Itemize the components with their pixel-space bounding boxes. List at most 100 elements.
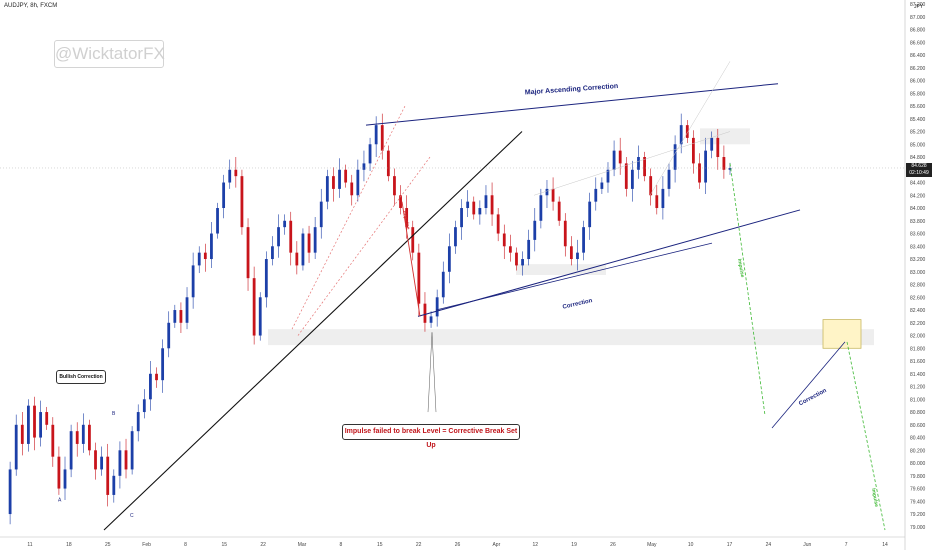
time-axis[interactable]: 11 18 25 Feb 8 15 22 Mar 8 15 22 26 Apr 12 19 26 May 10 17…: [27, 542, 888, 548]
candle-body: [393, 176, 396, 196]
correction-mid-label: Correction: [562, 298, 593, 311]
candle-body: [319, 201, 323, 228]
candle-body: [228, 169, 232, 183]
candle-body: [277, 227, 280, 247]
candle-body: [45, 412, 49, 425]
candle-body: [606, 169, 610, 183]
candle-body: [325, 176, 329, 202]
price-tick-label: 80.800: [910, 410, 926, 416]
time-tick-label: 18: [66, 542, 72, 548]
candle-body: [88, 424, 91, 451]
candle-body: [197, 252, 201, 266]
candle-body: [490, 195, 494, 215]
time-tick-label: 12: [532, 542, 538, 548]
candle-body: [454, 227, 457, 247]
candle-body: [435, 297, 439, 317]
candle-body: [332, 176, 335, 189]
candle-body: [149, 373, 152, 400]
candle-body: [112, 475, 116, 495]
time-tick-label: 15: [222, 542, 228, 548]
wave-b-label: B: [112, 411, 116, 417]
candle-body: [441, 271, 445, 298]
symbol-label: AUDJPY, 8h, FXCM: [4, 3, 58, 9]
candle-body: [661, 188, 665, 209]
grey-channel-line: [533, 131, 731, 196]
price-tick-label: 83.800: [910, 219, 926, 225]
price-tick-label: 83.000: [910, 270, 926, 276]
price-tick-label: 82.400: [910, 308, 926, 314]
candle-body: [557, 201, 561, 221]
candle-body: [368, 144, 372, 164]
impulse-arrow-green-2: [846, 341, 886, 531]
candle-body: [39, 412, 43, 438]
candle-body: [295, 252, 299, 266]
candle-body: [533, 220, 537, 240]
candle-body: [142, 399, 146, 413]
candle-body: [191, 265, 195, 298]
candle-body: [478, 208, 482, 215]
currency-label: JPY: [914, 4, 924, 10]
candle-body: [600, 182, 604, 189]
candle-body: [106, 456, 110, 495]
candle-body: [618, 150, 622, 164]
candle-body: [374, 125, 378, 145]
candle-body: [576, 252, 579, 260]
time-tick-label: 26: [455, 542, 461, 548]
candle-body: [338, 169, 341, 189]
candle-body: [399, 195, 402, 209]
price-tick-label: 85.200: [910, 130, 926, 136]
time-tick-label: 11: [27, 542, 32, 548]
candle-body: [350, 182, 354, 196]
wave-c-label: C: [130, 513, 134, 519]
candle-body: [283, 220, 287, 228]
price-tick-label: 83.200: [910, 257, 926, 263]
candle-body: [563, 220, 567, 247]
candle-body: [685, 125, 689, 138]
candle-body: [405, 208, 409, 228]
candle-body: [246, 227, 250, 279]
major-correction-line: [365, 83, 779, 126]
candle-body: [630, 169, 634, 189]
candle-body: [447, 246, 451, 272]
impulse-failed-callout: Impulse failed to break Level = Correcti…: [342, 424, 520, 449]
candle-body: [27, 405, 30, 444]
price-tick-label: 84.400: [910, 181, 926, 187]
candle-body: [704, 150, 707, 183]
time-tick-label: 22: [416, 542, 422, 548]
candle-body: [655, 195, 659, 209]
last-price-tag: 84.628 02:10:49: [906, 163, 932, 177]
candle-body: [264, 259, 268, 298]
candle-body: [728, 167, 732, 170]
candle-body: [722, 157, 726, 170]
candle-body: [289, 220, 293, 253]
price-tick-label: 80.400: [910, 436, 926, 442]
price-tick-label: 85.400: [910, 117, 926, 123]
correction-arrow: [435, 242, 713, 311]
watermark: @WicktatorFX: [54, 40, 165, 68]
candle-body: [637, 157, 640, 170]
price-tick-label: 81.400: [910, 372, 926, 378]
candle-body: [551, 188, 555, 202]
candle-body: [643, 157, 646, 177]
candle-body: [51, 424, 55, 457]
price-tick-label: 81.600: [910, 359, 926, 365]
candle-body: [313, 227, 317, 253]
price-tick-label: 79.000: [910, 525, 926, 531]
candle-body: [271, 246, 274, 260]
price-tick-label: 81.000: [910, 397, 926, 403]
price-tick-label: 79.200: [910, 512, 926, 518]
key-level-zone: [268, 329, 874, 346]
price-tick-label: 79.400: [910, 499, 926, 505]
price-tick-label: 86.400: [910, 53, 926, 59]
candle-body: [649, 176, 653, 196]
price-axis[interactable]: 87.200 87.000 86.800 86.600 86.400 86.200 86.0…: [910, 2, 926, 531]
bar-countdown: 02:10:49: [909, 170, 929, 176]
candle-body: [136, 412, 140, 432]
red-channel-bottom: [297, 156, 431, 336]
price-tick-label: 83.400: [910, 244, 926, 250]
candle-body: [698, 163, 701, 183]
time-tick-label: 22: [260, 542, 266, 548]
candle-body: [185, 297, 189, 323]
candle-body: [167, 322, 171, 349]
